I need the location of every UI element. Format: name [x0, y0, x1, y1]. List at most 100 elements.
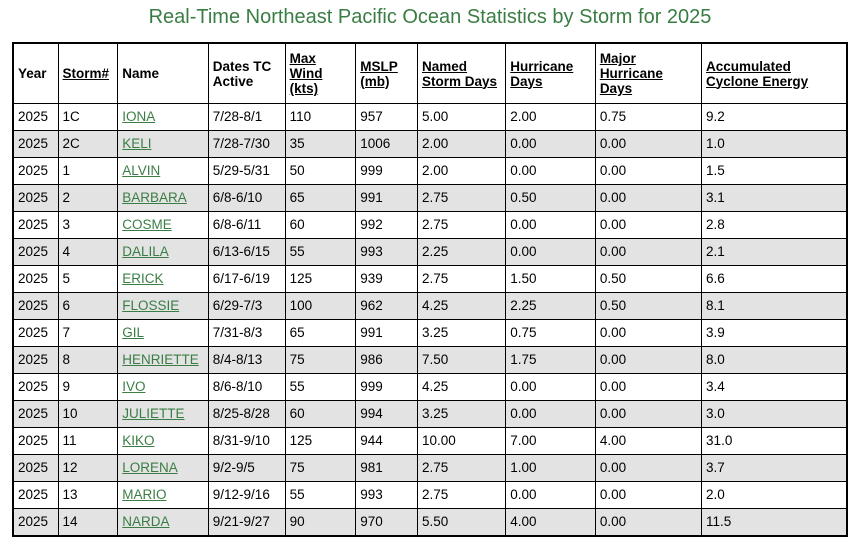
table-row: 2025 14 NARDA 9/21-9/27 90 970 5.50 4.00 0.00 11.…: [12, 508, 848, 537]
header-named-storm-days-link[interactable]: Named Storm Days: [422, 58, 498, 89]
cell-dates-active: 6/17-6/19: [207, 265, 286, 293]
cell-named-storm-days: 3.25: [416, 319, 507, 347]
cell-year: 2025: [12, 427, 59, 455]
storm-name-link[interactable]: DALILA: [122, 244, 169, 259]
cell-storm-number: 14: [57, 508, 119, 537]
storm-name-link[interactable]: HENRIETTE: [122, 352, 199, 367]
storm-name-link[interactable]: JULIETTE: [122, 406, 185, 421]
cell-ace: 31.0: [701, 427, 848, 455]
cell-named-storm-days: 2.75: [416, 481, 507, 509]
storm-name-link[interactable]: ERICK: [122, 271, 164, 286]
table-row: 2025 3 COSME 6/8-6/11 60 992 2.75 0.00 0.00 2.8: [12, 211, 848, 239]
cell-mslp: 993: [355, 238, 418, 266]
cell-mslp: 991: [355, 319, 418, 347]
storm-stats-table: Year Storm# Name Dates TC Active Max Win…: [12, 42, 848, 537]
cell-year: 2025: [12, 238, 59, 266]
cell-name: LORENA: [117, 454, 209, 482]
cell-mslp: 999: [355, 373, 418, 401]
cell-name: FLOSSIE: [117, 292, 209, 320]
cell-dates-active: 9/21-9/27: [207, 508, 286, 537]
cell-storm-number: 1: [57, 157, 119, 185]
storm-name-link[interactable]: KIKO: [122, 433, 155, 448]
storm-name-link[interactable]: LORENA: [122, 460, 178, 475]
cell-max-wind: 90: [284, 508, 357, 537]
cell-storm-number: 4: [57, 238, 119, 266]
cell-storm-number: 13: [57, 481, 119, 509]
header-ace-link[interactable]: Accumulated Cyclone Energy: [706, 58, 809, 89]
cell-mslp: 986: [355, 346, 418, 374]
cell-storm-number: 9: [57, 373, 119, 401]
cell-hurricane-days: 0.00: [505, 481, 596, 509]
storm-name-link[interactable]: NARDA: [122, 514, 170, 529]
cell-name: KELI: [117, 130, 209, 158]
header-storm-number-link[interactable]: Storm#: [62, 66, 110, 81]
storm-name-link[interactable]: FLOSSIE: [122, 298, 180, 313]
cell-year: 2025: [12, 319, 59, 347]
header-major-hurricane-days-link[interactable]: Major Hurricane Days: [599, 51, 663, 96]
cell-year: 2025: [12, 184, 59, 212]
cell-mslp: 994: [355, 400, 418, 428]
cell-hurricane-days: 0.00: [505, 373, 596, 401]
cell-dates-active: 7/28-7/30: [207, 130, 286, 158]
cell-name: IONA: [117, 103, 209, 131]
cell-dates-active: 8/6-8/10: [207, 373, 286, 401]
cell-dates-active: 8/4-8/13: [207, 346, 286, 374]
cell-year: 2025: [12, 292, 59, 320]
cell-storm-number: 2C: [57, 130, 119, 158]
cell-mslp: 993: [355, 481, 418, 509]
header-max-wind-link[interactable]: Max Wind (kts): [289, 51, 323, 96]
table-row: 2025 13 MARIO 9/12-9/16 55 993 2.75 0.00 0.00 2.0: [12, 481, 848, 509]
storm-name-link[interactable]: GIL: [122, 325, 144, 340]
cell-named-storm-days: 2.75: [416, 454, 507, 482]
storm-name-link[interactable]: MARIO: [122, 487, 167, 502]
storm-name-link[interactable]: BARBARA: [122, 190, 187, 205]
cell-named-storm-days: 2.75: [416, 184, 507, 212]
cell-dates-active: 6/8-6/11: [207, 211, 286, 239]
header-hurricane-days[interactable]: Hurricane Days: [505, 42, 596, 104]
storm-name-link[interactable]: IVO: [122, 379, 146, 394]
cell-max-wind: 55: [284, 373, 357, 401]
cell-dates-active: 6/29-7/3: [207, 292, 286, 320]
cell-hurricane-days: 4.00: [505, 508, 596, 537]
cell-named-storm-days: 2.00: [416, 157, 507, 185]
table-row: 2025 1C IONA 7/28-8/1 110 957 5.00 2.00 0.75 9.2: [12, 103, 848, 131]
storm-name-link[interactable]: COSME: [122, 217, 172, 232]
cell-year: 2025: [12, 211, 59, 239]
header-hurricane-days-link[interactable]: Hurricane Days: [510, 58, 574, 89]
cell-hurricane-days: 0.00: [505, 238, 596, 266]
cell-ace: 3.4: [701, 373, 848, 401]
cell-storm-number: 1C: [57, 103, 119, 131]
cell-mslp: 962: [355, 292, 418, 320]
header-named-storm-days[interactable]: Named Storm Days: [416, 42, 507, 104]
header-mslp-link[interactable]: MSLP (mb): [360, 58, 398, 89]
storm-name-link[interactable]: KELI: [122, 136, 152, 151]
cell-year: 2025: [12, 400, 59, 428]
cell-named-storm-days: 5.00: [416, 103, 507, 131]
header-max-wind[interactable]: Max Wind (kts): [284, 42, 357, 104]
cell-hurricane-days: 2.00: [505, 103, 596, 131]
header-mslp[interactable]: MSLP (mb): [355, 42, 418, 104]
storm-name-link[interactable]: ALVIN: [122, 163, 161, 178]
cell-year: 2025: [12, 454, 59, 482]
cell-dates-active: 5/29-5/31: [207, 157, 286, 185]
cell-hurricane-days: 1.75: [505, 346, 596, 374]
cell-storm-number: 3: [57, 211, 119, 239]
header-major-hurricane-days[interactable]: Major Hurricane Days: [594, 42, 703, 104]
cell-dates-active: 6/8-6/10: [207, 184, 286, 212]
cell-name: GIL: [117, 319, 209, 347]
cell-named-storm-days: 4.25: [416, 292, 507, 320]
cell-storm-number: 5: [57, 265, 119, 293]
storm-name-link[interactable]: IONA: [122, 109, 156, 124]
cell-hurricane-days: 0.00: [505, 157, 596, 185]
cell-hurricane-days: 0.00: [505, 400, 596, 428]
cell-dates-active: 7/31-8/3: [207, 319, 286, 347]
table-row: 2025 1 ALVIN 5/29-5/31 50 999 2.00 0.00 0.00 1.5: [12, 157, 848, 185]
header-storm-number[interactable]: Storm#: [57, 42, 119, 104]
cell-major-hurricane-days: 0.00: [594, 211, 703, 239]
cell-mslp: 970: [355, 508, 418, 537]
header-ace[interactable]: Accumulated Cyclone Energy: [701, 42, 848, 104]
cell-ace: 2.0: [701, 481, 848, 509]
cell-max-wind: 75: [284, 454, 357, 482]
cell-ace: 3.0: [701, 400, 848, 428]
table-row: 2025 2 BARBARA 6/8-6/10 65 991 2.75 0.50 0.00 3.1: [12, 184, 848, 212]
